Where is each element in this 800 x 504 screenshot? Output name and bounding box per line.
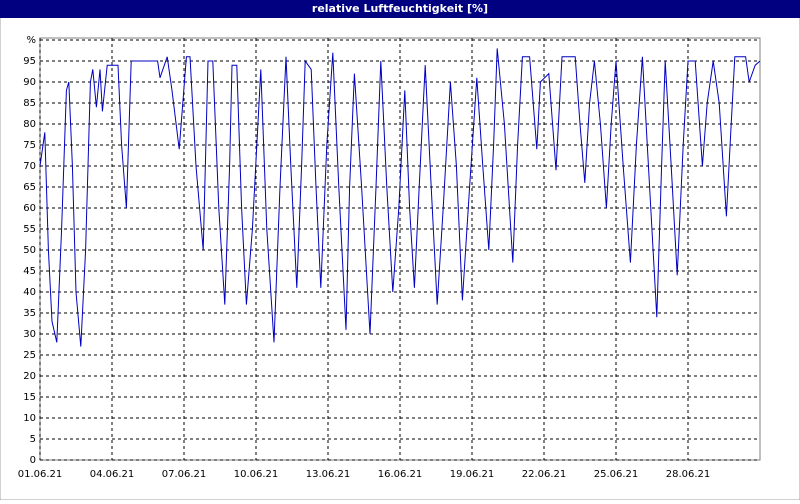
x-tick-label: 01.06.21 <box>18 469 63 480</box>
data-line <box>39 48 761 347</box>
y-tick-label: 90 <box>23 77 36 88</box>
chart-title: relative Luftfeuchtigkeit [%] <box>312 2 488 15</box>
title-bar <box>0 0 800 18</box>
y-tick-label: % <box>26 35 36 46</box>
y-tick-label: 65 <box>23 182 36 193</box>
x-tick-label: 04.06.21 <box>90 469 135 480</box>
y-tick-label: 85 <box>23 98 36 109</box>
x-tick-label: 28.06.21 <box>666 469 711 480</box>
y-tick-label: 35 <box>23 308 36 319</box>
y-tick-label: 55 <box>23 224 36 235</box>
y-tick-label: 15 <box>23 392 36 403</box>
y-tick-label: 95 <box>23 56 36 67</box>
x-tick-label: 13.06.21 <box>306 469 351 480</box>
y-tick-label: 25 <box>23 350 36 361</box>
x-tick-label: 19.06.21 <box>450 469 495 480</box>
y-tick-label: 30 <box>23 329 36 340</box>
x-tick-label: 22.06.21 <box>522 469 567 480</box>
y-tick-label: 5 <box>30 434 36 445</box>
x-tick-label: 10.06.21 <box>234 469 279 480</box>
x-tick-label: 07.06.21 <box>162 469 207 480</box>
y-tick-label: 60 <box>23 203 36 214</box>
y-tick-label: 10 <box>23 413 36 424</box>
x-tick-label: 25.06.21 <box>594 469 639 480</box>
y-tick-label: 75 <box>23 140 36 151</box>
y-tick-label: 50 <box>23 245 36 256</box>
y-tick-label: 40 <box>23 287 36 298</box>
y-tick-label: 70 <box>23 161 36 172</box>
y-tick-label: 20 <box>23 371 36 382</box>
y-tick-label: 45 <box>23 266 36 277</box>
y-tick-label: 80 <box>23 119 36 130</box>
x-tick-label: 16.06.21 <box>378 469 423 480</box>
y-tick-label: 0 <box>30 455 36 466</box>
